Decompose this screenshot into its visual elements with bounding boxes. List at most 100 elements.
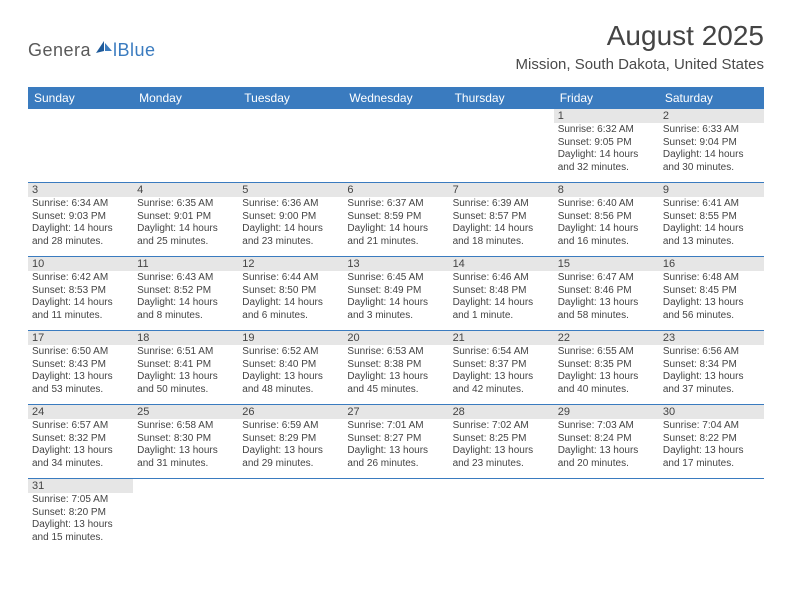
day-number: 7 bbox=[449, 183, 554, 197]
day-number: 17 bbox=[28, 331, 133, 345]
location: Mission, South Dakota, United States bbox=[516, 56, 764, 73]
sunrise-line: Sunrise: 6:40 AM bbox=[558, 198, 655, 211]
calendar-day-cell: 4Sunrise: 6:35 AMSunset: 9:01 PMDaylight… bbox=[133, 183, 238, 257]
calendar-day-cell: 1Sunrise: 6:32 AMSunset: 9:05 PMDaylight… bbox=[554, 109, 659, 183]
day-number: 27 bbox=[343, 405, 448, 419]
day-number: 21 bbox=[449, 331, 554, 345]
calendar-day-cell: 22Sunrise: 6:55 AMSunset: 8:35 PMDayligh… bbox=[554, 331, 659, 405]
daylight-line: Daylight: 14 hours and 6 minutes. bbox=[242, 297, 339, 322]
daylight-line: Daylight: 14 hours and 23 minutes. bbox=[242, 223, 339, 248]
day-number: 25 bbox=[133, 405, 238, 419]
sunset-line: Sunset: 8:34 PM bbox=[663, 359, 760, 372]
daylight-line: Daylight: 13 hours and 50 minutes. bbox=[137, 371, 234, 396]
day-number: 24 bbox=[28, 405, 133, 419]
calendar-day-cell: 21Sunrise: 6:54 AMSunset: 8:37 PMDayligh… bbox=[449, 331, 554, 405]
sunrise-line: Sunrise: 6:47 AM bbox=[558, 272, 655, 285]
daylight-line: Daylight: 13 hours and 53 minutes. bbox=[32, 371, 129, 396]
day-number: 19 bbox=[238, 331, 343, 345]
sunset-line: Sunset: 8:35 PM bbox=[558, 359, 655, 372]
day-number: 26 bbox=[238, 405, 343, 419]
calendar-week-row: 31Sunrise: 7:05 AMSunset: 8:20 PMDayligh… bbox=[28, 479, 764, 553]
logo-text-part1: Genera bbox=[28, 40, 91, 61]
daylight-line: Daylight: 14 hours and 28 minutes. bbox=[32, 223, 129, 248]
calendar-table: SundayMondayTuesdayWednesdayThursdayFrid… bbox=[28, 87, 764, 553]
sunset-line: Sunset: 8:52 PM bbox=[137, 285, 234, 298]
daylight-line: Daylight: 13 hours and 29 minutes. bbox=[242, 445, 339, 470]
calendar-empty-cell bbox=[28, 109, 133, 183]
daylight-line: Daylight: 14 hours and 18 minutes. bbox=[453, 223, 550, 248]
sunrise-line: Sunrise: 6:42 AM bbox=[32, 272, 129, 285]
day-number: 15 bbox=[554, 257, 659, 271]
sunset-line: Sunset: 8:48 PM bbox=[453, 285, 550, 298]
day-number: 18 bbox=[133, 331, 238, 345]
daylight-line: Daylight: 14 hours and 11 minutes. bbox=[32, 297, 129, 322]
calendar-empty-cell bbox=[449, 479, 554, 553]
calendar-body: 1Sunrise: 6:32 AMSunset: 9:05 PMDaylight… bbox=[28, 109, 764, 553]
day-number: 12 bbox=[238, 257, 343, 271]
sunset-line: Sunset: 8:24 PM bbox=[558, 433, 655, 446]
sunrise-line: Sunrise: 6:58 AM bbox=[137, 420, 234, 433]
sunrise-line: Sunrise: 6:46 AM bbox=[453, 272, 550, 285]
day-header: Friday bbox=[554, 87, 659, 109]
day-number: 5 bbox=[238, 183, 343, 197]
daylight-line: Daylight: 13 hours and 58 minutes. bbox=[558, 297, 655, 322]
calendar-day-cell: 15Sunrise: 6:47 AMSunset: 8:46 PMDayligh… bbox=[554, 257, 659, 331]
calendar-day-cell: 10Sunrise: 6:42 AMSunset: 8:53 PMDayligh… bbox=[28, 257, 133, 331]
daylight-line: Daylight: 13 hours and 20 minutes. bbox=[558, 445, 655, 470]
calendar-day-cell: 3Sunrise: 6:34 AMSunset: 9:03 PMDaylight… bbox=[28, 183, 133, 257]
sunset-line: Sunset: 8:50 PM bbox=[242, 285, 339, 298]
sunrise-line: Sunrise: 6:41 AM bbox=[663, 198, 760, 211]
daylight-line: Daylight: 14 hours and 21 minutes. bbox=[347, 223, 444, 248]
calendar-empty-cell bbox=[133, 109, 238, 183]
daylight-line: Daylight: 13 hours and 31 minutes. bbox=[137, 445, 234, 470]
sunset-line: Sunset: 8:57 PM bbox=[453, 211, 550, 224]
sunset-line: Sunset: 9:05 PM bbox=[558, 137, 655, 150]
calendar-empty-cell bbox=[554, 479, 659, 553]
day-number: 1 bbox=[554, 109, 659, 123]
sunset-line: Sunset: 9:01 PM bbox=[137, 211, 234, 224]
sunrise-line: Sunrise: 6:55 AM bbox=[558, 346, 655, 359]
sunset-line: Sunset: 8:25 PM bbox=[453, 433, 550, 446]
day-number: 22 bbox=[554, 331, 659, 345]
day-header: Thursday bbox=[449, 87, 554, 109]
day-number: 14 bbox=[449, 257, 554, 271]
header: Genera lBlue August 2025 Mission, South … bbox=[0, 0, 792, 81]
calendar-week-row: 24Sunrise: 6:57 AMSunset: 8:32 PMDayligh… bbox=[28, 405, 764, 479]
calendar-week-row: 17Sunrise: 6:50 AMSunset: 8:43 PMDayligh… bbox=[28, 331, 764, 405]
sunrise-line: Sunrise: 6:43 AM bbox=[137, 272, 234, 285]
sunrise-line: Sunrise: 6:37 AM bbox=[347, 198, 444, 211]
day-number: 10 bbox=[28, 257, 133, 271]
daylight-line: Daylight: 14 hours and 25 minutes. bbox=[137, 223, 234, 248]
daylight-line: Daylight: 13 hours and 42 minutes. bbox=[453, 371, 550, 396]
calendar-day-cell: 11Sunrise: 6:43 AMSunset: 8:52 PMDayligh… bbox=[133, 257, 238, 331]
calendar-header-row: SundayMondayTuesdayWednesdayThursdayFrid… bbox=[28, 87, 764, 109]
sunrise-line: Sunrise: 6:34 AM bbox=[32, 198, 129, 211]
sunrise-line: Sunrise: 6:36 AM bbox=[242, 198, 339, 211]
day-header: Saturday bbox=[659, 87, 764, 109]
daylight-line: Daylight: 13 hours and 17 minutes. bbox=[663, 445, 760, 470]
sunset-line: Sunset: 8:38 PM bbox=[347, 359, 444, 372]
calendar-week-row: 3Sunrise: 6:34 AMSunset: 9:03 PMDaylight… bbox=[28, 183, 764, 257]
sunset-line: Sunset: 9:04 PM bbox=[663, 137, 760, 150]
calendar-empty-cell bbox=[238, 479, 343, 553]
sunrise-line: Sunrise: 7:02 AM bbox=[453, 420, 550, 433]
calendar-day-cell: 25Sunrise: 6:58 AMSunset: 8:30 PMDayligh… bbox=[133, 405, 238, 479]
daylight-line: Daylight: 13 hours and 56 minutes. bbox=[663, 297, 760, 322]
sunset-line: Sunset: 8:55 PM bbox=[663, 211, 760, 224]
sunset-line: Sunset: 8:22 PM bbox=[663, 433, 760, 446]
sunrise-line: Sunrise: 6:54 AM bbox=[453, 346, 550, 359]
day-number: 3 bbox=[28, 183, 133, 197]
day-number: 4 bbox=[133, 183, 238, 197]
daylight-line: Daylight: 13 hours and 15 minutes. bbox=[32, 519, 129, 544]
sunset-line: Sunset: 8:37 PM bbox=[453, 359, 550, 372]
daylight-line: Daylight: 14 hours and 8 minutes. bbox=[137, 297, 234, 322]
calendar-empty-cell bbox=[238, 109, 343, 183]
daylight-line: Daylight: 13 hours and 45 minutes. bbox=[347, 371, 444, 396]
calendar-day-cell: 5Sunrise: 6:36 AMSunset: 9:00 PMDaylight… bbox=[238, 183, 343, 257]
month-title: August 2025 bbox=[516, 20, 764, 52]
calendar-day-cell: 16Sunrise: 6:48 AMSunset: 8:45 PMDayligh… bbox=[659, 257, 764, 331]
calendar-empty-cell bbox=[343, 479, 448, 553]
calendar-day-cell: 28Sunrise: 7:02 AMSunset: 8:25 PMDayligh… bbox=[449, 405, 554, 479]
calendar-day-cell: 13Sunrise: 6:45 AMSunset: 8:49 PMDayligh… bbox=[343, 257, 448, 331]
daylight-line: Daylight: 14 hours and 30 minutes. bbox=[663, 149, 760, 174]
